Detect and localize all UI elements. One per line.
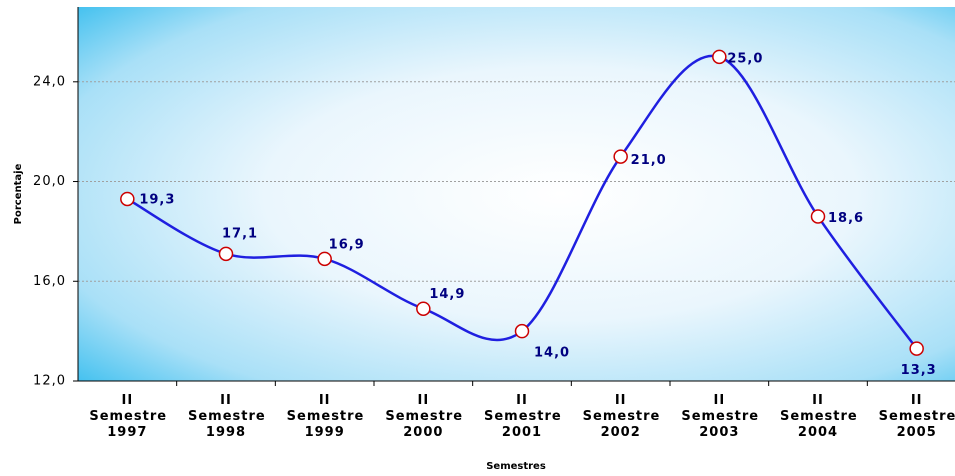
x-tick-label: II Semestre 1999 [286, 393, 365, 440]
data-label: 14,9 [429, 287, 465, 302]
x-tick-label: II Semestre 2005 [878, 393, 955, 440]
data-label: 18,6 [828, 211, 864, 226]
y-axis-title: Porcentaje [13, 163, 24, 224]
x-axis-title: Semestres [486, 461, 546, 472]
x-tick-label: II Semestre 2004 [780, 393, 858, 440]
marker [120, 191, 135, 207]
y-tick-label: 12,0 [33, 374, 66, 389]
x-tick-label: II Semestre 2003 [681, 393, 760, 440]
x-tick-label: II Semestre 1997 [89, 393, 168, 440]
y-tick-label: 24,0 [33, 74, 66, 89]
x-tick-label: II Semestre 2001 [484, 393, 562, 440]
plot-area [78, 7, 955, 381]
marker [712, 49, 727, 65]
line [126, 54, 918, 350]
marker [909, 341, 924, 356]
data-label: 14,0 [534, 346, 570, 361]
data-label: 21,0 [631, 153, 667, 168]
marker [514, 323, 530, 339]
data-label: 16,9 [329, 237, 365, 252]
y-tick-label: 20,0 [33, 174, 66, 189]
x-tick-label: II Semestre 1998 [188, 393, 266, 440]
marker [416, 301, 431, 316]
y-tick-label: 16,0 [33, 274, 66, 289]
data-label: 19,3 [139, 192, 175, 207]
data-label: 25,0 [727, 51, 763, 66]
x-tick-label: II Semestre 2002 [582, 393, 661, 440]
data-label: 17,1 [222, 226, 258, 241]
x-tick-label: II Semestre 2000 [385, 393, 464, 440]
marker [613, 149, 628, 164]
marker [317, 251, 332, 267]
marker [810, 209, 826, 224]
marker [218, 246, 234, 262]
data-label: 13,3 [901, 363, 937, 378]
